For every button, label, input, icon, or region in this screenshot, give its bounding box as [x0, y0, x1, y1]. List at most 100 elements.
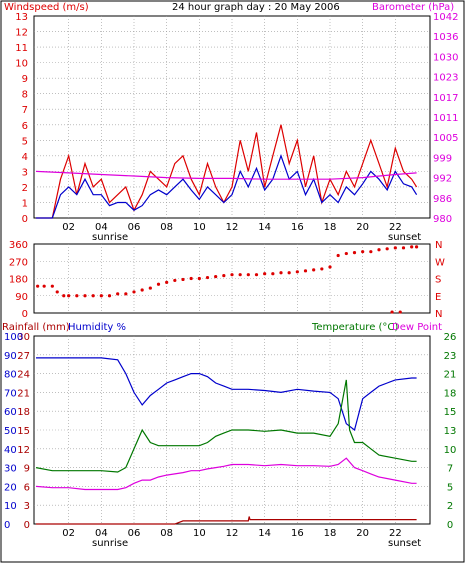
compass-tick-label: N: [435, 309, 442, 320]
humidity-tick-label: 90: [4, 351, 17, 362]
x-tick-label-bottom: 16: [291, 528, 304, 539]
direction-point: [336, 253, 340, 258]
temperature-tick-label: 10: [444, 445, 457, 456]
rain-tick-label: 30: [17, 332, 30, 343]
wind-tick-label: 9: [22, 74, 28, 85]
wind-tick-label: 4: [22, 152, 28, 163]
temperature-label: Temperature (°C): [311, 322, 398, 333]
direction-point: [156, 282, 161, 286]
x-tick-label-bottom: 04: [95, 528, 108, 539]
humidity-tick-label: 40: [4, 445, 17, 456]
barometer-label: Barometer (hPa): [372, 2, 454, 13]
humidity-tick-label: 20: [4, 482, 17, 493]
x-tick-label-top: 10: [193, 222, 206, 233]
x-tick-label-top: 08: [160, 222, 173, 233]
direction-point: [393, 246, 397, 250]
rain-tick-label: 24: [17, 370, 30, 381]
rainfall-label: Rainfall (mm): [2, 322, 70, 333]
direction-point: [42, 284, 46, 288]
blue-series-line: [36, 357, 417, 432]
windspeed-label: Windspeed (m/s): [4, 2, 89, 13]
x-tick-label-top: 18: [324, 222, 337, 233]
direction-point: [173, 278, 177, 283]
direction-point: [344, 251, 348, 256]
wind-tick-label: 7: [22, 105, 28, 116]
green-series-line: [35, 379, 417, 473]
barometer-tick-label: 999: [433, 153, 452, 164]
direction-point: [148, 286, 152, 290]
temperature-tick-label: 18: [444, 388, 457, 399]
wind-tick-label: 10: [15, 59, 28, 70]
wind-tick-label: 0: [22, 214, 28, 225]
direction-point: [36, 284, 40, 288]
direction-point: [320, 267, 324, 271]
direction-point: [189, 276, 193, 281]
direction-point: [50, 284, 54, 288]
direction-point: [124, 292, 128, 296]
direction-point: [414, 245, 419, 249]
direction-point: [390, 310, 394, 314]
blue-series-line: [36, 153, 418, 219]
x-tick-label-bottom: 10: [193, 528, 206, 539]
wind-tick-label: 2: [22, 183, 28, 194]
temperature-tick-label: 21: [444, 370, 457, 381]
rain-tick-label: 21: [17, 388, 30, 399]
direction-point: [222, 274, 226, 278]
direction-point: [271, 272, 275, 276]
magenta-series-line: [35, 170, 417, 180]
direction-point: [328, 265, 332, 269]
humidity-tick-label: 30: [4, 464, 17, 475]
direction-point: [401, 246, 406, 250]
direction-point: [377, 248, 381, 252]
direction-point: [132, 290, 136, 294]
direction-point: [83, 294, 87, 298]
direction-tick-label: 0: [22, 309, 28, 320]
temperature-tick-label: 7: [447, 464, 453, 475]
direction-point: [254, 273, 259, 277]
x-tick-label-top: 22: [389, 222, 402, 233]
humidity-tick-label: 10: [4, 501, 17, 512]
sunset-label-top: sunset: [388, 232, 421, 243]
direction-point: [62, 294, 66, 298]
darkred-series-line: [36, 516, 417, 525]
x-tick-label-bottom: 06: [128, 528, 141, 539]
sunrise-label-top: sunrise: [92, 232, 128, 243]
barometer-tick-label: 992: [433, 174, 452, 185]
direction-point: [312, 268, 316, 272]
compass-tick-label: S: [435, 275, 441, 286]
direction-point: [303, 269, 308, 273]
direction-point: [369, 250, 373, 254]
direction-point: [99, 294, 103, 298]
direction-point: [140, 288, 144, 292]
x-tick-label-top: 20: [356, 222, 369, 233]
rain-tick-label: 15: [17, 426, 30, 437]
temperature-tick-label: 5: [447, 482, 453, 493]
temperature-tick-label: 23: [444, 351, 457, 362]
barometer-tick-label: 1042: [433, 12, 458, 23]
rain-tick-label: 18: [17, 407, 30, 418]
red-series-line: [36, 124, 418, 219]
wind-tick-label: 12: [15, 28, 28, 39]
barometer-tick-label: 1023: [433, 73, 458, 84]
temperature-tick-label: 13: [444, 426, 457, 437]
direction-point: [263, 272, 267, 276]
x-tick-label-top: 02: [62, 222, 75, 233]
direction-point: [197, 276, 201, 281]
wind-tick-label: 11: [15, 43, 28, 54]
direction-point: [55, 290, 59, 294]
humidity-tick-label: 100: [4, 332, 23, 343]
x-tick-label-top: 14: [258, 222, 271, 233]
direction-point: [67, 294, 71, 298]
chart-title: 24 hour graph day : 20 May 2006: [172, 2, 340, 13]
humidity-tick-label: 0: [4, 520, 10, 531]
rain-tick-label: 3: [24, 501, 30, 512]
direction-point: [385, 247, 389, 251]
direction-tick-label: 90: [15, 292, 28, 303]
wind-tick-label: 5: [22, 136, 28, 147]
temperature-tick-label: 26: [444, 332, 457, 343]
rain-tick-label: 6: [24, 482, 30, 493]
direction-point: [205, 275, 210, 280]
direction-point: [246, 273, 250, 277]
rain-tick-label: 12: [17, 445, 30, 456]
